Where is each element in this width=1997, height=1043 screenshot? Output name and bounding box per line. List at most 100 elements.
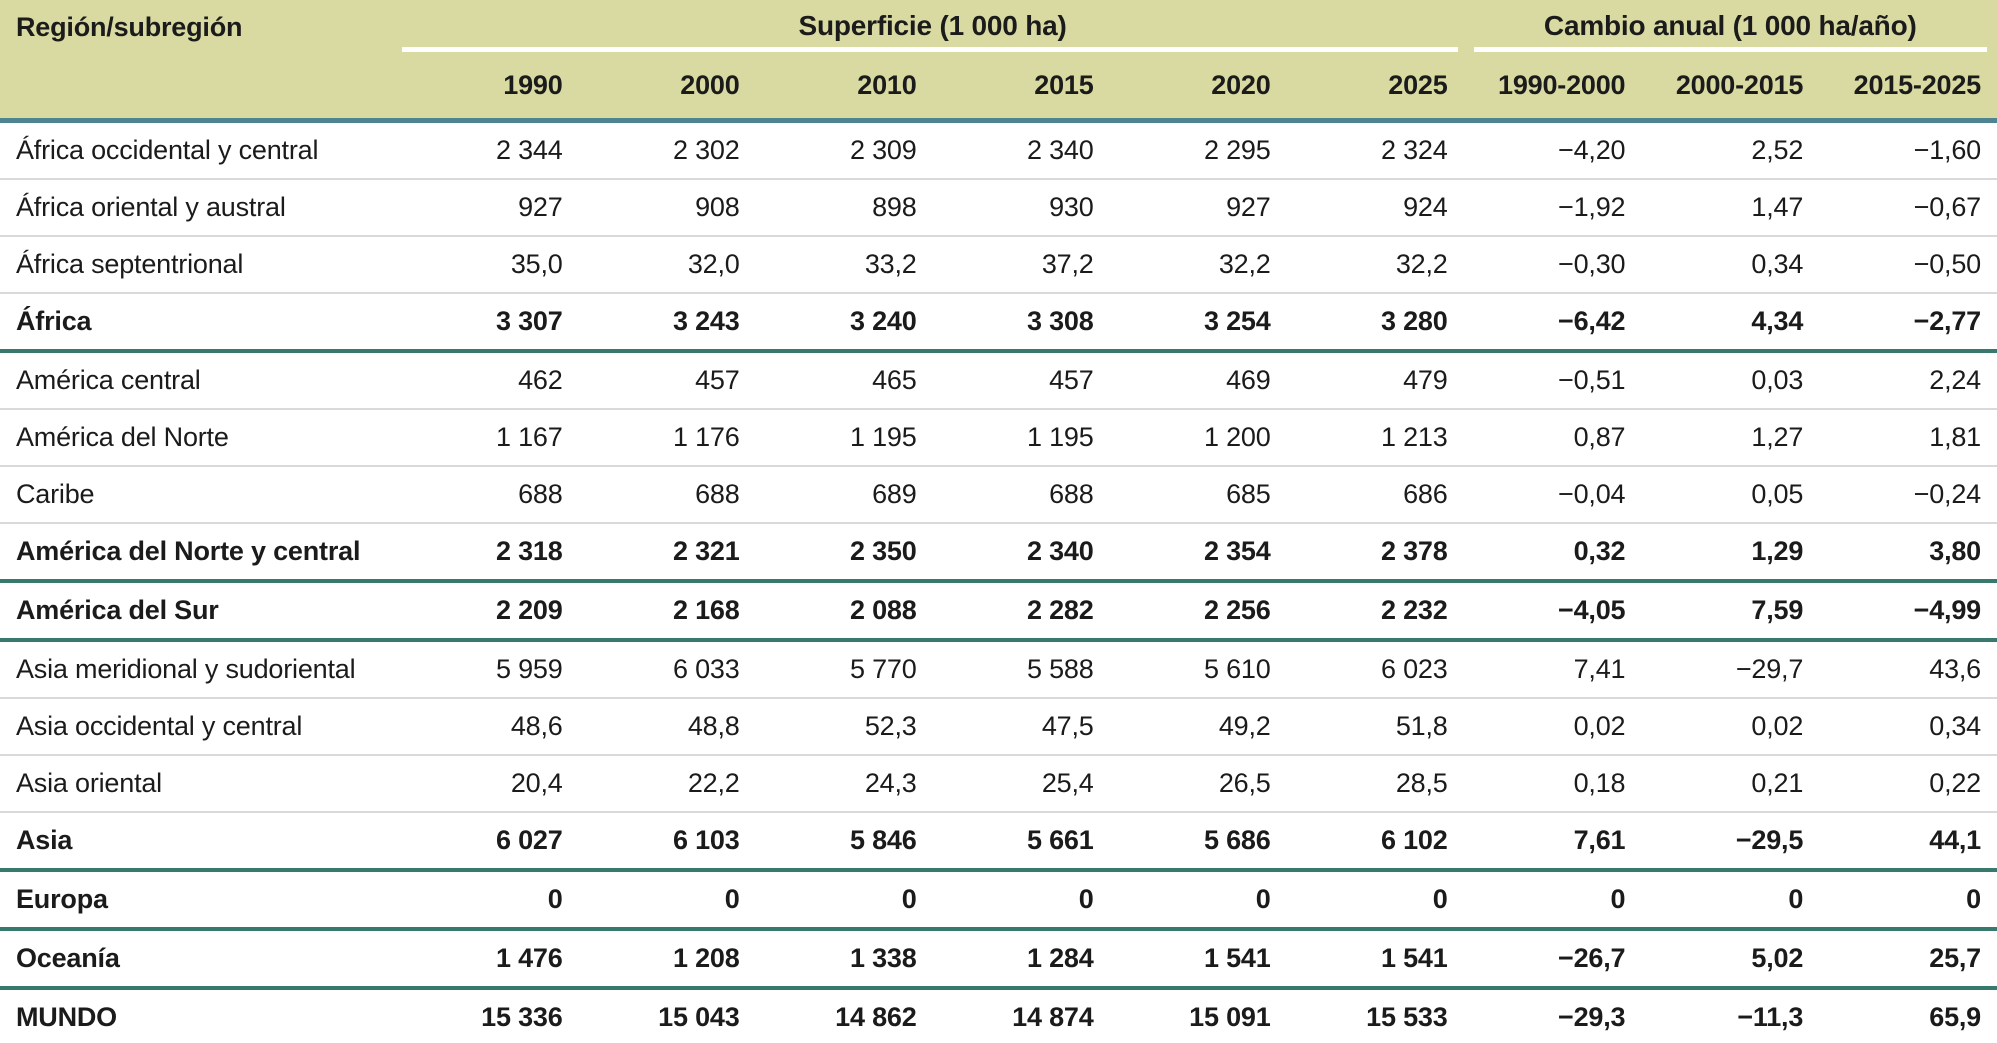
- table-row: América del Norte 1 167 1 176 1 195 1 195 1 2…: [0, 409, 1997, 467]
- region-name-cell: América del Sur: [0, 581, 402, 642]
- value-cell: 924: [1286, 179, 1464, 237]
- value-cell: −1,60: [1819, 120, 1997, 180]
- table-row: América del Sur 2 209 2 168 2 088 2 282 2 256…: [0, 581, 1997, 642]
- value-cell: 5,02: [1641, 929, 1820, 990]
- value-cell: 15 533: [1286, 988, 1464, 1043]
- table-row: Asia 6 027 6 103 5 846 5 661 5 686 6 102 7,61 −2…: [0, 812, 1997, 872]
- column-header-2000: 2000: [578, 52, 756, 123]
- value-cell: 908: [578, 179, 756, 237]
- value-cell: 1 167: [401, 409, 579, 467]
- value-cell: 1 284: [932, 929, 1110, 990]
- value-cell: 0: [755, 870, 933, 931]
- value-cell: 2 168: [578, 581, 756, 642]
- value-cell: −0,24: [1819, 466, 1997, 524]
- table-row: Asia meridional y sudoriental 5 959 6 033 5…: [0, 640, 1997, 699]
- value-cell: −26,7: [1463, 929, 1642, 990]
- value-cell: 32,2: [1109, 236, 1287, 294]
- value-cell: 1 200: [1109, 409, 1287, 467]
- value-cell: 1,47: [1641, 179, 1820, 237]
- value-cell: 35,0: [401, 236, 579, 294]
- value-cell: 2 232: [1286, 581, 1464, 642]
- value-cell: 5 770: [755, 640, 933, 699]
- value-cell: −0,50: [1819, 236, 1997, 294]
- table-row: MUNDO 15 336 15 043 14 862 14 874 15 091 15 53…: [0, 988, 1997, 1043]
- value-cell: 0: [1109, 870, 1287, 931]
- table-row: Asia occidental y central 48,6 48,8 52,3 47,…: [0, 698, 1997, 756]
- value-cell: 0: [932, 870, 1110, 931]
- value-cell: 927: [401, 179, 579, 237]
- value-cell: 2 088: [755, 581, 933, 642]
- region-column-header: Región/subregión: [0, 0, 402, 123]
- value-cell: 5 846: [755, 812, 933, 872]
- value-cell: −4,20: [1463, 120, 1642, 180]
- region-name-cell: Asia oriental: [0, 755, 402, 813]
- value-cell: 2 321: [578, 523, 756, 583]
- value-cell: −0,04: [1463, 466, 1642, 524]
- column-header-row: 1990 2000 2010 2015 2020 2025 1990-2000 …: [0, 52, 1997, 123]
- value-cell: 2 209: [401, 581, 579, 642]
- table-row: África 3 307 3 243 3 240 3 308 3 254 3 280 −6,4…: [0, 293, 1997, 353]
- value-cell: 0: [1286, 870, 1464, 931]
- value-cell: 51,8: [1286, 698, 1464, 756]
- region-name-cell: América del Norte y central: [0, 523, 402, 583]
- value-cell: 927: [1109, 179, 1287, 237]
- region-name-cell: África: [0, 293, 402, 353]
- value-cell: 49,2: [1109, 698, 1287, 756]
- value-cell: 7,61: [1463, 812, 1642, 872]
- value-cell: 688: [401, 466, 579, 524]
- value-cell: 2 309: [755, 120, 933, 180]
- table-row: América del Norte y central 2 318 2 321 2 3…: [0, 523, 1997, 583]
- value-cell: 686: [1286, 466, 1464, 524]
- value-cell: 5 588: [932, 640, 1110, 699]
- value-cell: −0,30: [1463, 236, 1642, 294]
- value-cell: 0,02: [1463, 698, 1642, 756]
- value-cell: 5 661: [932, 812, 1110, 872]
- value-cell: 2 378: [1286, 523, 1464, 583]
- value-cell: 65,9: [1819, 988, 1997, 1043]
- value-cell: 52,3: [755, 698, 933, 756]
- value-cell: 688: [578, 466, 756, 524]
- value-cell: 6 023: [1286, 640, 1464, 699]
- value-cell: 2 340: [932, 120, 1110, 180]
- value-cell: 0,87: [1463, 409, 1642, 467]
- column-header-2015: 2015: [932, 52, 1110, 123]
- region-name-cell: Oceanía: [0, 929, 402, 990]
- region-name-cell: Asia: [0, 812, 402, 872]
- value-cell: −2,77: [1819, 293, 1997, 353]
- region-name-cell: África septentrional: [0, 236, 402, 294]
- value-cell: 2,52: [1641, 120, 1820, 180]
- value-cell: 1,81: [1819, 409, 1997, 467]
- value-cell: 0,34: [1819, 698, 1997, 756]
- value-cell: −1,92: [1463, 179, 1642, 237]
- column-header-2020: 2020: [1109, 52, 1287, 123]
- value-cell: 2 340: [932, 523, 1110, 583]
- value-cell: 457: [578, 351, 756, 410]
- value-cell: 2 350: [755, 523, 933, 583]
- value-cell: 0,34: [1641, 236, 1820, 294]
- value-cell: 2 344: [401, 120, 579, 180]
- value-cell: 930: [932, 179, 1110, 237]
- value-cell: 0,18: [1463, 755, 1642, 813]
- value-cell: 1 338: [755, 929, 933, 990]
- value-cell: 6 033: [578, 640, 756, 699]
- column-header-1990-2000: 1990-2000: [1463, 52, 1642, 123]
- value-cell: 462: [401, 351, 579, 410]
- value-cell: 2 282: [932, 581, 1110, 642]
- column-header-2015-2025: 2015-2025: [1819, 52, 1997, 123]
- value-cell: 43,6: [1819, 640, 1997, 699]
- table-row: Oceanía 1 476 1 208 1 338 1 284 1 541 1 541 −26…: [0, 929, 1997, 990]
- column-header-1990: 1990: [401, 52, 579, 123]
- value-cell: 1,29: [1641, 523, 1820, 583]
- value-cell: 47,5: [932, 698, 1110, 756]
- value-cell: 25,4: [932, 755, 1110, 813]
- value-cell: 24,3: [755, 755, 933, 813]
- value-cell: 3 280: [1286, 293, 1464, 353]
- table-row: África occidental y central 2 344 2 302 2 3…: [0, 120, 1997, 180]
- value-cell: 1 208: [578, 929, 756, 990]
- group-header-cambio-anual: Cambio anual (1 000 ha/año): [1463, 0, 1997, 52]
- value-cell: −4,05: [1463, 581, 1642, 642]
- table-row: Asia oriental 20,4 22,2 24,3 25,4 26,5 28,5 0,1…: [0, 755, 1997, 813]
- value-cell: 0,22: [1819, 755, 1997, 813]
- value-cell: 48,8: [578, 698, 756, 756]
